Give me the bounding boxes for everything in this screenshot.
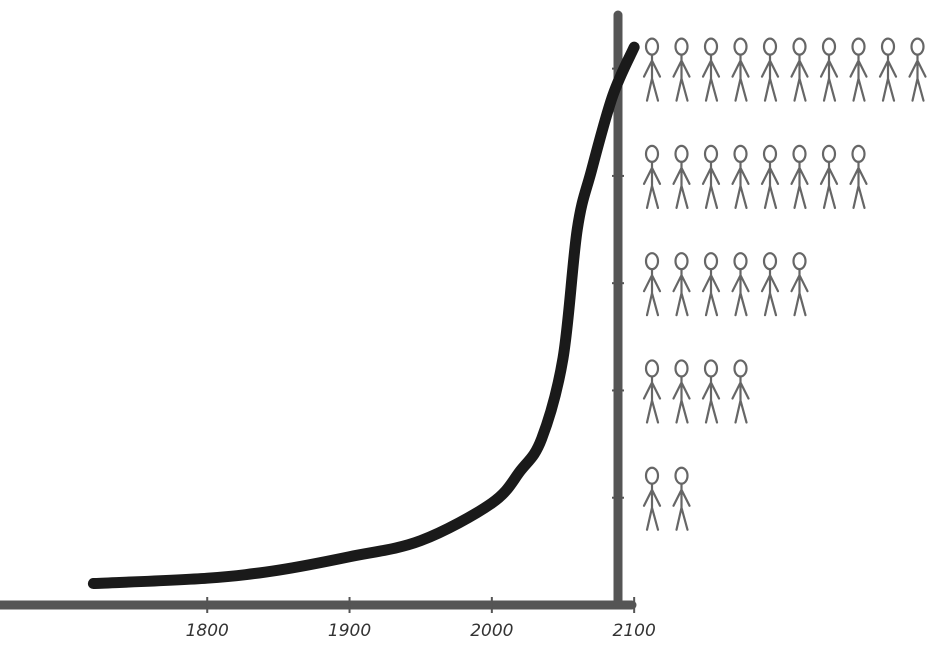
figure-body (790, 268, 809, 317)
figure-head (792, 37, 807, 56)
x-tick-label: 1900 (328, 621, 371, 641)
stick-figure-group (642, 466, 691, 531)
figure-body (701, 268, 721, 317)
figure-body (672, 482, 691, 531)
figure-head (703, 144, 719, 164)
x-tick-label: 1800 (186, 621, 229, 641)
figure-head (674, 359, 689, 378)
figure-body (672, 268, 691, 317)
figure-body (878, 53, 898, 102)
figure-head (733, 37, 748, 56)
figure-body (642, 53, 662, 102)
figure-body (701, 53, 721, 102)
figure-head (821, 37, 837, 56)
figure-head (792, 252, 807, 271)
figure-head (674, 144, 689, 164)
stick-figure-group (642, 252, 809, 317)
figure-head (851, 37, 866, 56)
figure-head (674, 466, 689, 485)
figure-head (644, 359, 660, 378)
figure-body (701, 375, 721, 424)
x-tick-label: 2100 (613, 621, 656, 641)
figure-body (672, 53, 691, 102)
figure-body (731, 160, 750, 210)
figure-head (703, 252, 719, 271)
figure-head (733, 144, 748, 164)
figure-body (672, 160, 691, 210)
figure-head (644, 466, 660, 485)
figure-body (760, 160, 780, 210)
figure-head (644, 252, 660, 271)
figure-head (880, 37, 896, 56)
figure-head (674, 37, 689, 56)
stick-figure-group (642, 144, 868, 210)
figure-head (644, 37, 660, 56)
figure-body (642, 482, 662, 531)
figure-body (849, 53, 868, 102)
figure-body (731, 375, 750, 424)
figure-head (910, 37, 925, 56)
figure-head (762, 37, 778, 56)
figure-head (762, 252, 778, 271)
figure-body (731, 268, 750, 317)
figure-head (792, 144, 807, 164)
stick-figure-group (642, 37, 927, 102)
figure-body (819, 53, 839, 102)
figure-head (733, 252, 748, 271)
population-curve (87, 41, 640, 590)
figure-body (790, 53, 809, 102)
figure-head (674, 252, 689, 271)
figure-head (851, 144, 866, 164)
figure-body (908, 53, 927, 102)
figure-body (672, 375, 691, 424)
figure-head (703, 359, 719, 378)
figure-body (642, 375, 662, 424)
figure-body (731, 53, 750, 102)
figure-head (703, 37, 719, 56)
figure-head (821, 144, 837, 164)
figure-body (642, 268, 662, 317)
x-tick-label: 2000 (470, 621, 513, 641)
figure-body (849, 160, 868, 210)
figure-body (819, 160, 839, 210)
figure-body (760, 268, 780, 317)
figure-body (701, 160, 721, 210)
stick-figure-group (642, 359, 750, 424)
figure-body (790, 160, 809, 210)
figure-body (760, 53, 780, 102)
figure-body (642, 160, 662, 210)
figure-head (762, 144, 778, 164)
figure-head (644, 144, 660, 164)
figure-head (733, 359, 748, 378)
